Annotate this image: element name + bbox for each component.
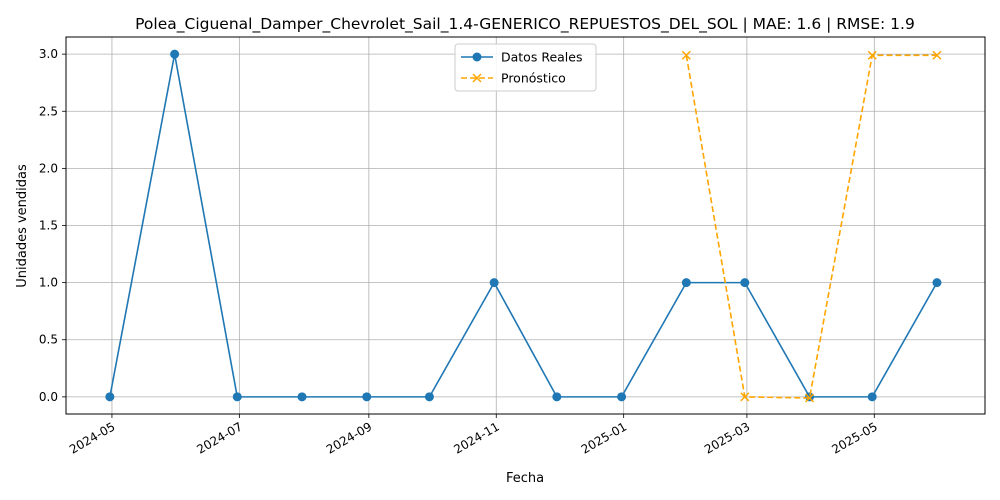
legend-box (454, 43, 597, 92)
data-point-actual (170, 49, 180, 59)
data-point-actual (681, 278, 691, 288)
data-point-forecast (681, 50, 691, 60)
data-point-forecast (932, 50, 942, 60)
y-axis: 0.0 0.5 1.0 1.5 2.0 2.5 3.0 (39, 47, 66, 404)
series-actual-line (109, 53, 938, 398)
data-point-actual (424, 392, 434, 402)
y-tick-label: 3.0 (39, 47, 58, 61)
chart-title: Polea_Ciguenal_Damper_Chevrolet_Sail_1.4… (135, 15, 915, 34)
data-point-actual (232, 392, 242, 402)
y-tick-label: 1.5 (39, 219, 58, 233)
y-tick-label: 0.5 (39, 333, 58, 347)
x-marker-stroke (740, 392, 750, 402)
legend-label-forecast: Pronóstico (501, 71, 566, 86)
legend-marker-actual (472, 52, 482, 62)
data-point-actual (867, 392, 877, 402)
data-point-actual (105, 392, 115, 402)
x-marker-stroke (472, 73, 482, 83)
y-tick-label: 2.5 (39, 104, 58, 118)
y-tick-label: 2.0 (39, 161, 58, 175)
y-axis-label: Unidades vendidas (15, 164, 30, 288)
legend-label-actual: Datos Reales (501, 50, 582, 65)
legend-marker-forecast (472, 73, 482, 83)
legend: Datos Reales Pronóstico (454, 43, 597, 92)
data-point-forecast (867, 50, 877, 60)
data-point-actual (552, 392, 562, 402)
legend-item-actual: Datos Reales (461, 50, 582, 65)
x-axis-label: Fecha (506, 471, 544, 486)
legend-item-forecast: Pronóstico (461, 71, 566, 86)
series-actual (105, 49, 942, 402)
data-point-forecast (740, 392, 750, 402)
x-marker-stroke (681, 50, 691, 60)
y-tick-label: 1.0 (39, 276, 58, 290)
data-point-actual (740, 278, 750, 288)
data-point-actual (805, 392, 815, 402)
data-point-actual (297, 392, 307, 402)
data-point-actual (617, 392, 627, 402)
x-marker-stroke (805, 393, 815, 403)
data-point-actual (489, 278, 499, 288)
data-point-actual (362, 392, 372, 402)
x-marker-stroke (932, 50, 942, 60)
data-point-forecast (805, 393, 815, 403)
x-marker-stroke (867, 50, 877, 60)
data-point-actual (932, 278, 942, 288)
series-layer (105, 49, 942, 403)
series-forecast (681, 50, 942, 403)
y-tick-label: 0.0 (39, 390, 58, 404)
